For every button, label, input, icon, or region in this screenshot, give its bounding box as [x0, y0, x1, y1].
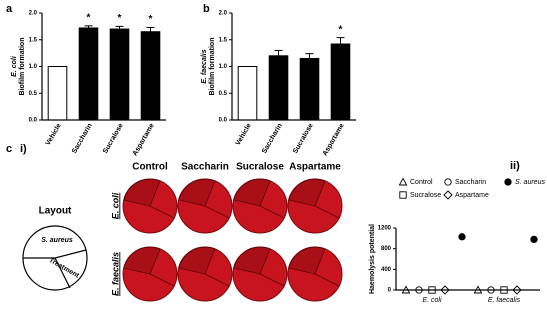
plate-streak [288, 246, 326, 275]
plate-streak [259, 205, 285, 219]
y-tick-label: 1.5 [29, 37, 38, 43]
x-tick-label: Aspartame [132, 122, 156, 157]
bar [47, 66, 68, 121]
legend-label: Control [410, 179, 433, 186]
point [458, 233, 466, 241]
point [504, 178, 512, 186]
plate-streak [149, 205, 175, 219]
legend-label: S. aureus [515, 179, 545, 186]
bar [140, 31, 161, 121]
point [444, 178, 452, 186]
significance: * [339, 24, 343, 35]
x-tick-label: Vehicle [45, 122, 63, 146]
plate-streak [204, 273, 230, 287]
point [530, 235, 538, 244]
column-header: Sucralose [236, 162, 284, 173]
y-axis-species: E. faecalis [201, 49, 208, 83]
x-tick-label: E. faecalis [488, 297, 521, 304]
panel-label: i) [20, 143, 27, 155]
y-tick-label: 2.0 [219, 11, 228, 17]
plate-streak [259, 273, 285, 287]
point [399, 191, 407, 199]
plate-streak [233, 246, 271, 275]
y-axis-title: Biofilm formation [19, 38, 26, 96]
layout-title: Layout [39, 206, 72, 217]
legend-label: Aspartame [455, 192, 489, 199]
legend-entry: Sucralose [399, 191, 441, 199]
plate-streak [233, 178, 271, 207]
y-tick-label: 1200 [378, 226, 392, 232]
point [398, 177, 408, 186]
column-header: Aspartame [289, 162, 341, 173]
x-tick-label: Sucralose [292, 122, 315, 155]
bar [330, 43, 351, 121]
significance: * [87, 12, 91, 23]
significance: * [149, 14, 153, 25]
panel-label: ii) [510, 160, 520, 172]
plate-streak [314, 205, 340, 219]
bar [268, 55, 289, 121]
legend-label: Saccharin [455, 179, 486, 186]
legend-label: Sucralose [410, 192, 441, 199]
plate-streak [314, 273, 340, 287]
legend-entry: Aspartame [443, 190, 489, 200]
plate-streak [204, 205, 230, 219]
point [443, 190, 453, 200]
y-tick-label: 0.0 [29, 118, 38, 124]
x-tick-label: Saccharin [71, 122, 94, 154]
y-tick-label: 800 [381, 246, 392, 252]
y-axis-title: Haemolysis potential [369, 224, 376, 294]
x-tick-label: E. coli [422, 297, 442, 304]
plate-streak [123, 246, 161, 275]
layout-diagram [22, 225, 88, 291]
panel-label: b [203, 3, 210, 15]
x-tick-label: Vehicle [235, 122, 253, 146]
layout-sector: S. aureus [41, 237, 73, 244]
x-tick-label: Saccharin [261, 122, 284, 154]
plate-streak [178, 178, 216, 207]
plate-streak [178, 246, 216, 275]
y-tick-label: 400 [381, 267, 392, 273]
legend-entry: S. aureus [504, 178, 545, 186]
y-tick-label: 1.0 [219, 64, 228, 70]
y-tick-label: 0 [388, 288, 392, 294]
bar [78, 27, 99, 121]
bar [299, 57, 320, 121]
legend-entry: Saccharin [444, 178, 486, 186]
y-tick-label: 2.0 [29, 11, 38, 17]
column-header: Control [132, 162, 168, 173]
row-label: E. faecalis [110, 252, 120, 296]
y-tick-label: 1.5 [219, 37, 228, 43]
y-tick-label: 0.5 [219, 91, 228, 97]
x-tick-label: Aspartame [322, 122, 346, 157]
column-header: Saccharin [181, 162, 229, 173]
panel-label: c [6, 143, 12, 155]
y-axis-title: Biofilm formation [209, 38, 216, 96]
row-label: E. coli [110, 192, 120, 219]
plate-streak [149, 273, 175, 287]
panel-label: a [6, 3, 13, 15]
bar [109, 28, 130, 121]
y-tick-label: 1.0 [29, 64, 38, 70]
x-tick-label: Sucralose [102, 122, 125, 155]
plate-streak [288, 178, 326, 207]
y-tick-label: 0.5 [29, 91, 38, 97]
significance: * [118, 13, 122, 24]
y-axis-species: E. coli [11, 55, 18, 77]
plate-streak [123, 178, 161, 207]
y-tick-label: 0.0 [219, 118, 228, 124]
bar [237, 66, 258, 121]
legend-entry: Control [398, 177, 433, 186]
